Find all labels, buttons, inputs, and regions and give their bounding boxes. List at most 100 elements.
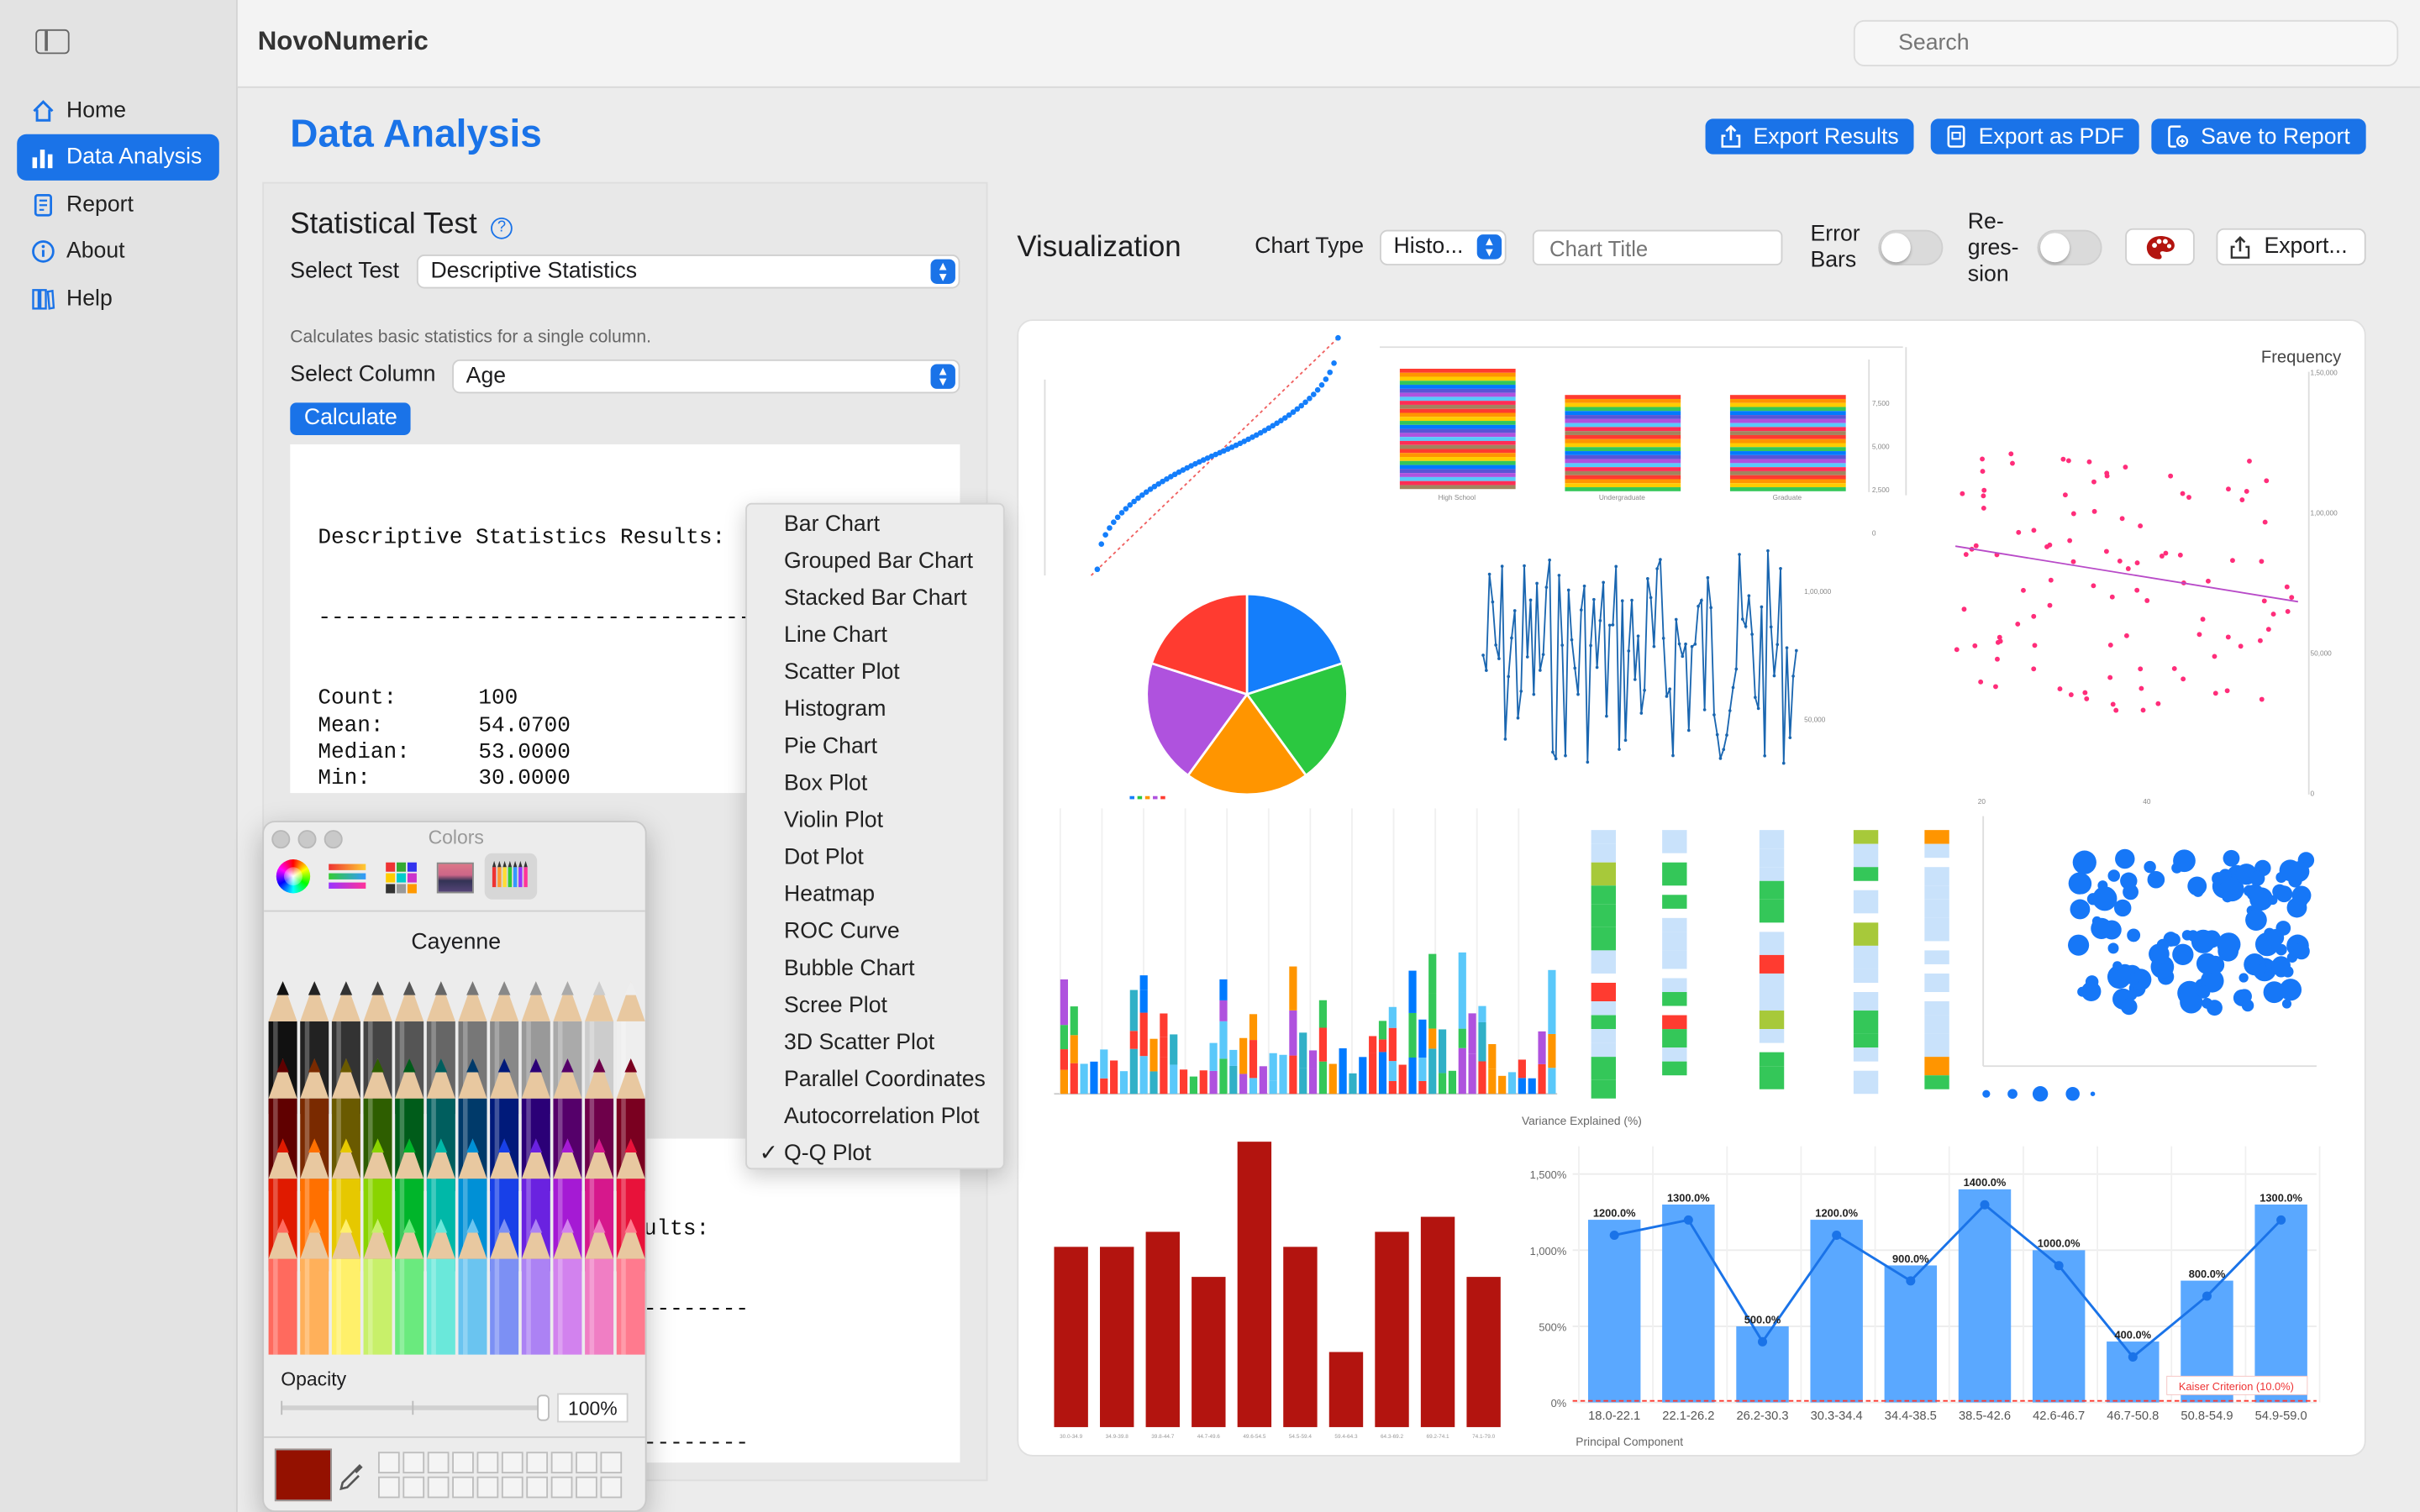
bar-segment	[1060, 979, 1068, 1026]
regression-toggle[interactable]	[2037, 229, 2102, 265]
crayon-pencil[interactable]	[331, 1218, 360, 1355]
empty-swatch[interactable]	[600, 1452, 623, 1474]
crayon-pencil[interactable]	[521, 1218, 550, 1355]
empty-swatch[interactable]	[526, 1452, 549, 1474]
empty-swatch[interactable]	[377, 1452, 400, 1474]
crayon-pencil[interactable]	[300, 1218, 329, 1355]
menu-item-scree-plot[interactable]: Scree Plot	[784, 993, 887, 1019]
eyedropper-icon[interactable]	[338, 1461, 366, 1492]
export-pdf-button[interactable]: Export as PDF	[1930, 118, 2140, 155]
sidebar-item-data-analysis[interactable]: Data Analysis	[17, 134, 219, 181]
empty-swatch[interactable]	[476, 1476, 499, 1499]
menu-item-violin-plot[interactable]: Violin Plot	[784, 808, 883, 833]
close-window-button[interactable]	[271, 830, 291, 849]
menu-item-line-chart[interactable]: Line Chart	[784, 623, 887, 648]
empty-swatch[interactable]	[402, 1452, 425, 1474]
crayon-pencil[interactable]	[268, 981, 297, 1115]
crayon-pencil[interactable]	[458, 1218, 487, 1355]
crayon-pencil[interactable]	[490, 981, 519, 1115]
crayon-pencil[interactable]	[395, 1218, 424, 1355]
sidebar-item-report[interactable]: Report	[17, 182, 219, 228]
zoom-window-button[interactable]	[324, 830, 343, 849]
empty-swatch[interactable]	[600, 1476, 623, 1499]
saved-swatches[interactable]	[377, 1452, 623, 1499]
empty-swatch[interactable]	[550, 1476, 573, 1499]
heatmap-cell	[1924, 950, 1949, 964]
opacity-value[interactable]: 100%	[557, 1393, 629, 1423]
chart-title-input[interactable]	[1532, 229, 1783, 265]
bubble	[2223, 849, 2240, 867]
crayon-pencil[interactable]	[268, 1218, 297, 1355]
menu-item-dot-plot[interactable]: Dot Plot	[784, 845, 864, 870]
search-input[interactable]	[1853, 19, 2399, 66]
empty-swatch[interactable]	[501, 1452, 523, 1474]
calculate-button[interactable]: Calculate	[290, 402, 412, 435]
menu-item-bar-chart[interactable]: Bar Chart	[784, 512, 881, 538]
chart-canvas[interactable]: High School Undergraduate Graduate 7,500 5,0…	[1017, 319, 2366, 1457]
export-results-button[interactable]: Export Results	[1705, 118, 1915, 155]
menu-item-heatmap[interactable]: Heatmap	[784, 882, 876, 907]
menu-item-parallel-coordinates[interactable]: Parallel Coordinates	[784, 1067, 986, 1093]
sidebar-item-about[interactable]: About	[17, 228, 219, 275]
menu-item-stacked-bar-chart[interactable]: Stacked Bar Chart	[784, 585, 967, 612]
pencils-tab[interactable]	[484, 853, 538, 900]
menu-item-autocorrelation-plot[interactable]: Autocorrelation Plot	[784, 1105, 980, 1130]
empty-swatch[interactable]	[576, 1476, 597, 1499]
chart-type-dropdown[interactable]: Histo... ▲ ▼	[1380, 229, 1507, 265]
crayon-pencil[interactable]	[458, 981, 487, 1115]
crayon-pencil[interactable]	[553, 1218, 582, 1355]
sidebar-toggle-icon[interactable]	[35, 29, 70, 55]
menu-item-scatter-plot[interactable]: Scatter Plot	[784, 660, 900, 685]
sidebar-item-help[interactable]: Help	[17, 276, 219, 323]
menu-item-roc-curve[interactable]: ROC Curve	[784, 919, 900, 945]
qq-point	[1171, 471, 1178, 478]
menu-item-q-q-plot[interactable]: Q-Q Plot	[784, 1142, 871, 1167]
error-bars-toggle[interactable]	[1878, 229, 1944, 265]
empty-swatch[interactable]	[427, 1452, 450, 1474]
empty-swatch[interactable]	[550, 1452, 573, 1474]
bar-segment	[1269, 1053, 1277, 1081]
menu-item-histogram[interactable]: Histogram	[784, 697, 886, 722]
color-palette-button[interactable]	[2125, 228, 2195, 265]
color-wheel-tab[interactable]	[276, 859, 311, 894]
color-sliders-tab[interactable]	[329, 863, 366, 894]
color-palettes-tab[interactable]	[386, 862, 417, 894]
help-question-icon[interactable]: ?	[491, 217, 513, 239]
menu-item-box-plot[interactable]: Box Plot	[784, 771, 868, 796]
menu-item-bubble-chart[interactable]: Bubble Chart	[784, 956, 915, 982]
bubble	[2120, 872, 2138, 890]
empty-swatch[interactable]	[452, 1452, 474, 1474]
share-icon	[1721, 124, 1741, 149]
current-color-swatch[interactable]	[274, 1448, 332, 1502]
crayon-pencil[interactable]	[426, 1218, 455, 1355]
crayon-picker[interactable]	[264, 981, 647, 1355]
minimize-window-button[interactable]	[297, 830, 317, 849]
select-column-dropdown[interactable]: Age ▲ ▼	[452, 359, 960, 394]
search-field[interactable]	[1853, 19, 2399, 66]
empty-swatch[interactable]	[452, 1476, 474, 1499]
empty-swatch[interactable]	[501, 1476, 523, 1499]
export-chart-button[interactable]: Export...	[2216, 228, 2366, 265]
crayon-pencil[interactable]	[616, 1218, 645, 1355]
crayon-pencil[interactable]	[585, 981, 614, 1115]
menu-item-3d-scatter-plot[interactable]: 3D Scatter Plot	[784, 1030, 935, 1056]
opacity-slider-thumb[interactable]	[537, 1394, 550, 1421]
empty-swatch[interactable]	[526, 1476, 549, 1499]
menu-item-grouped-bar-chart[interactable]: Grouped Bar Chart	[784, 549, 974, 575]
opacity-slider[interactable]	[281, 1394, 550, 1421]
empty-swatch[interactable]	[402, 1476, 425, 1499]
crayon-pencil[interactable]	[363, 1218, 392, 1355]
menu-item-pie-chart[interactable]: Pie Chart	[784, 734, 878, 759]
empty-swatch[interactable]	[476, 1452, 499, 1474]
crayon-pencil[interactable]	[490, 1218, 519, 1355]
sidebar-item-home[interactable]: Home	[17, 88, 219, 134]
select-test-dropdown[interactable]: Descriptive Statistics ▲ ▼	[416, 255, 960, 289]
crayon-pencil[interactable]	[585, 1218, 614, 1355]
save-to-report-button[interactable]: Save to Report	[2151, 118, 2366, 155]
line-point	[1620, 599, 1624, 603]
crayon-pencil[interactable]	[553, 981, 582, 1115]
empty-swatch[interactable]	[427, 1476, 450, 1499]
empty-swatch[interactable]	[576, 1452, 597, 1474]
image-palette-tab[interactable]	[436, 862, 474, 894]
empty-swatch[interactable]	[377, 1476, 400, 1499]
